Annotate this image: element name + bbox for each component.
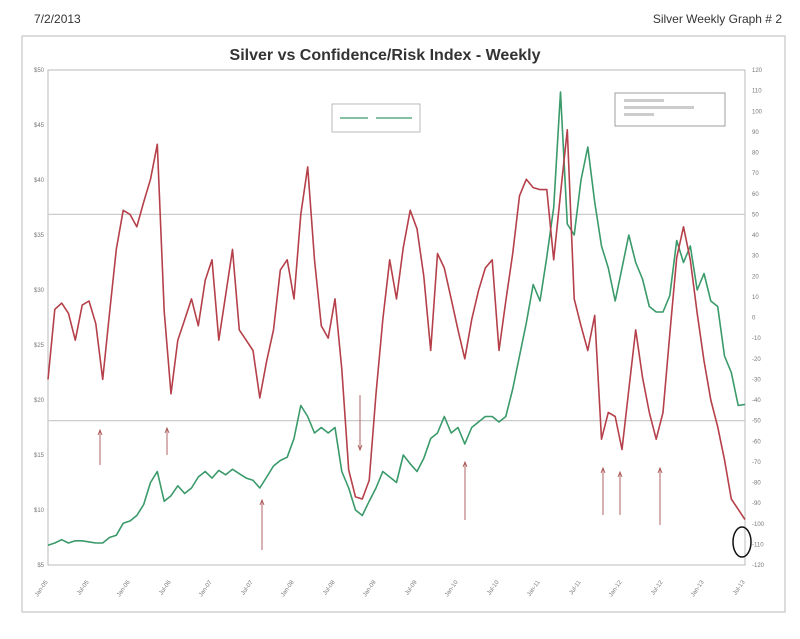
y-right-tick-label: -20 (752, 357, 761, 363)
arrowhead (97, 428, 103, 436)
chart-title: Silver vs Confidence/Risk Index - Weekly (230, 47, 541, 64)
y-right-tick-label: 20 (752, 274, 759, 280)
y-right-tick-label: -80 (752, 481, 761, 487)
x-tick-label: Jan-10 (444, 579, 460, 598)
y-left-tick-label: $50 (34, 68, 45, 74)
x-tick-label: Jul-13 (732, 579, 747, 596)
y-right-tick-label: -90 (752, 501, 761, 507)
legend (331, 103, 421, 133)
series-line-index (47, 129, 746, 521)
y-left-tick-label: $10 (34, 508, 45, 514)
y-right-tick-label: 120 (752, 68, 763, 74)
arrowhead (617, 470, 623, 478)
arrowhead (259, 498, 265, 506)
y-right-tick-label: 110 (752, 89, 762, 95)
y-right-tick-label: -30 (752, 377, 761, 383)
arrowhead (164, 426, 170, 434)
x-tick-label: Jul-11 (569, 579, 583, 596)
y-left-tick-label: $5 (37, 563, 44, 569)
x-tick-label: Jul-07 (240, 579, 255, 596)
x-tick-label: Jul-09 (404, 579, 419, 596)
y-right-tick-label: 70 (752, 171, 759, 177)
y-right-tick-label: -70 (752, 460, 761, 466)
y-right-tick-label: 90 (752, 130, 759, 136)
y-right-tick-label: -50 (752, 419, 761, 425)
y-left-tick-label: $35 (34, 233, 45, 239)
header-label: Silver Weekly Graph # 2 (652, 12, 782, 26)
y-left-tick-label: $45 (34, 123, 45, 129)
plot-area (47, 69, 746, 566)
y-right-tick-label: 10 (752, 295, 759, 301)
y-right-tick-label: 50 (752, 212, 759, 218)
y-left-tick-label: $20 (34, 398, 45, 404)
y-right-tick-label: -120 (752, 563, 765, 569)
y-left-tick-label: $40 (34, 178, 45, 184)
arrowhead (462, 460, 468, 468)
y-right-tick-label: -110 (752, 542, 764, 548)
y-right-tick-label: 60 (752, 192, 759, 198)
x-tick-label: Jan-12 (608, 579, 624, 598)
y-right-tick-label: 40 (752, 233, 759, 239)
x-tick-label: Jan-13 (690, 579, 706, 598)
y-right-tick-label: -60 (752, 439, 761, 445)
y-right-tick-label: -40 (752, 398, 761, 404)
x-tick-label: Jul-06 (158, 579, 173, 596)
y-right-tick-label: 100 (752, 109, 763, 115)
x-tick-label: Jan-11 (526, 579, 542, 598)
y-right-tick-label: 30 (752, 254, 759, 260)
chart-frame (21, 35, 786, 613)
x-tick-label: Jul-10 (486, 579, 501, 596)
x-tick-label: Jan-09 (362, 579, 378, 598)
x-tick-label: Jul-05 (76, 579, 91, 596)
arrowhead (600, 466, 606, 474)
y-left-tick-label: $30 (34, 288, 45, 294)
x-tick-label: Jul-08 (322, 579, 337, 596)
arrowhead (357, 444, 363, 452)
y-left-tick-label: $15 (34, 453, 45, 459)
arrowhead (657, 466, 663, 474)
x-tick-label: Jan-06 (116, 579, 132, 598)
y-right-tick-label: -100 (752, 522, 765, 528)
y-right-tick-label: 0 (752, 316, 756, 322)
x-tick-label: Jul-12 (650, 579, 665, 596)
x-tick-label: Jan-05 (34, 579, 50, 598)
header-date: 7/2/2013 (34, 12, 81, 26)
series-line-silver (47, 91, 746, 546)
x-tick-label: Jan-07 (198, 579, 214, 598)
y-right-tick-label: 80 (752, 151, 759, 157)
x-tick-label: Jan-08 (280, 579, 296, 598)
circle-annotation (732, 526, 752, 558)
source-note-box (614, 92, 726, 127)
y-right-tick-label: -10 (752, 336, 761, 342)
y-left-tick-label: $25 (34, 343, 45, 349)
